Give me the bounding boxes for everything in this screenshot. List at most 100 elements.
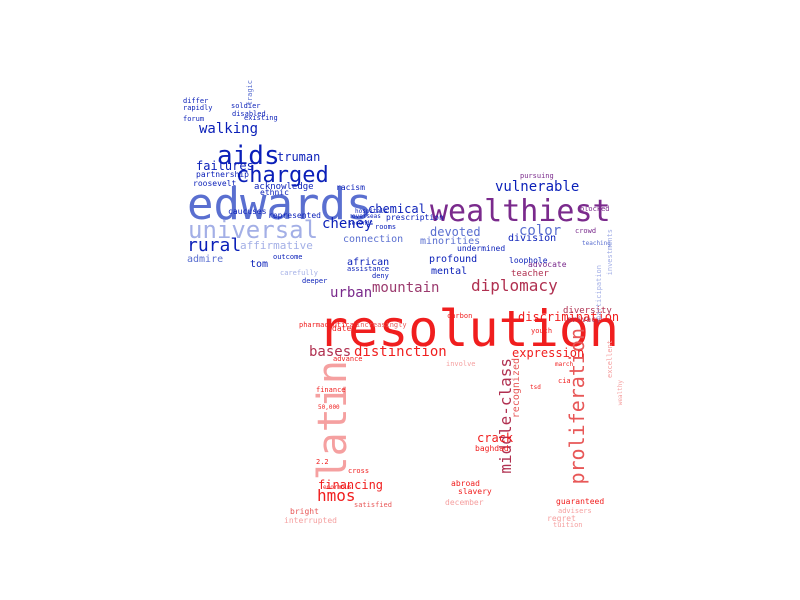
- word-aids: aids: [217, 141, 280, 171]
- word-pursuing: pursuing: [520, 172, 554, 180]
- word-truman: truman: [277, 150, 321, 164]
- word-wealthy: wealthy: [617, 380, 624, 406]
- word-march: march: [555, 361, 574, 368]
- word-satisfied: satisfied: [354, 501, 392, 509]
- word-african: african: [347, 257, 390, 268]
- word-charged: charged: [236, 163, 329, 188]
- word-devoted: devoted: [430, 225, 481, 239]
- word-seconds: seconds: [348, 220, 374, 227]
- word-rapidly: rapidly: [183, 104, 213, 112]
- word-cia: cia: [558, 377, 571, 385]
- word-blocked: blocked: [580, 205, 610, 213]
- word-december: december: [445, 498, 484, 507]
- word-failures: failures: [196, 159, 254, 173]
- word-crowd: crowd: [575, 227, 597, 235]
- word-guaranteed: guaranteed: [556, 497, 605, 506]
- word-acknowledge: acknowledge: [254, 182, 314, 192]
- word-teacher: teacher: [511, 269, 549, 279]
- word-recognized: recognized: [511, 358, 522, 419]
- word-cross: cross: [348, 467, 370, 475]
- word-deeper: deeper: [302, 277, 328, 285]
- word-disabled: disabled: [232, 110, 266, 118]
- word-tsd: tsd: [530, 384, 541, 391]
- word-ethnic: ethnic: [260, 188, 289, 197]
- word-diversity: diversity: [563, 306, 612, 316]
- word-advance: advance: [333, 355, 363, 363]
- word-existing: existing: [244, 114, 278, 122]
- word-cheney: cheney: [322, 216, 373, 232]
- word-enormous: enormous: [323, 484, 352, 491]
- word-expression: expression: [512, 346, 585, 360]
- word-diplomacy: diplomacy: [471, 276, 558, 295]
- word-50-000: 50,000: [318, 404, 340, 411]
- word-hmos: hmos: [317, 486, 356, 505]
- word-hospitals: hospitals: [355, 208, 388, 215]
- word-teaching: teaching: [582, 240, 611, 247]
- word-advisers: advisers: [558, 507, 592, 515]
- word-bases: bases: [309, 344, 352, 360]
- word-carbon: carbon: [447, 312, 473, 320]
- word-privacy: privacy: [567, 315, 601, 324]
- word-connection: connection: [343, 234, 404, 245]
- word-financing: financing: [318, 478, 384, 492]
- word-undermined: undermined: [457, 244, 506, 253]
- word-carefully: carefully: [280, 269, 318, 277]
- word-tuition: tuition: [553, 521, 583, 529]
- word-baghdad: baghdad: [475, 444, 509, 453]
- word-rural: rural: [187, 235, 242, 256]
- word-deny: deny: [372, 272, 389, 280]
- word-bright: bright: [290, 507, 319, 516]
- word-date: date: [332, 324, 352, 333]
- word-crack: crack: [477, 431, 514, 445]
- word-profound: profound: [429, 254, 478, 265]
- word-represented: represented: [268, 211, 321, 220]
- word-wealthiest: wealthiest: [430, 194, 611, 229]
- word-edwards: edwards: [187, 179, 373, 230]
- word-caucuses: caucuses: [228, 207, 267, 216]
- word-minorities: minorities: [420, 236, 481, 247]
- word-prescription: prescription: [386, 213, 444, 222]
- word-outcome: outcome: [273, 253, 303, 261]
- word-overseas: overseas: [352, 213, 381, 220]
- word-color: color: [519, 223, 562, 239]
- word-advocate: advocate: [528, 260, 567, 269]
- word-urban: urban: [330, 285, 373, 301]
- word-division: division: [508, 233, 557, 244]
- word-excellent: excellent: [606, 340, 614, 378]
- word-finance: finance: [316, 386, 346, 394]
- word-mountain: mountain: [372, 280, 440, 296]
- word-investments: investments: [606, 229, 614, 276]
- word-walking: walking: [199, 121, 259, 137]
- word-partnership: partnership: [196, 170, 249, 179]
- word-forum: forum: [183, 115, 205, 123]
- word-admire: admire: [187, 254, 224, 265]
- word-tom: tom: [250, 259, 269, 270]
- word-interrupted: interrupted: [284, 516, 337, 525]
- word-vulnerable: vulnerable: [495, 179, 580, 195]
- word-tragic: tragic: [246, 80, 254, 106]
- word-assistance: assistance: [347, 265, 390, 273]
- word-youth: youth: [531, 327, 553, 335]
- word-rooms: rooms: [375, 223, 397, 231]
- word-roosevelt: roosevelt: [193, 179, 237, 188]
- word-slavery: slavery: [458, 487, 492, 496]
- word-differ: differ: [183, 97, 209, 105]
- word-discrimination: discrimination: [518, 310, 620, 324]
- word-soldier: soldier: [231, 102, 261, 110]
- word-universal: universal: [188, 216, 319, 244]
- word-2-2: 2.2: [316, 458, 329, 466]
- word-affirmative: affirmative: [240, 239, 313, 252]
- word-loophole: loophole: [509, 256, 548, 265]
- word-pharmaceutical: pharmaceutical: [299, 321, 359, 329]
- word-mental: mental: [431, 266, 468, 277]
- word-distinction: distinction: [354, 344, 447, 360]
- word-involve: involve: [446, 360, 476, 368]
- word-increasingly: increasingly: [356, 321, 407, 329]
- word-racism: racism: [336, 183, 365, 192]
- word-chemical: chemical: [368, 202, 426, 216]
- word-abroad: abroad: [451, 479, 480, 488]
- word-regret: regret: [547, 514, 576, 523]
- word-resolution: resolution: [318, 300, 620, 358]
- word-participation: participation: [595, 265, 603, 320]
